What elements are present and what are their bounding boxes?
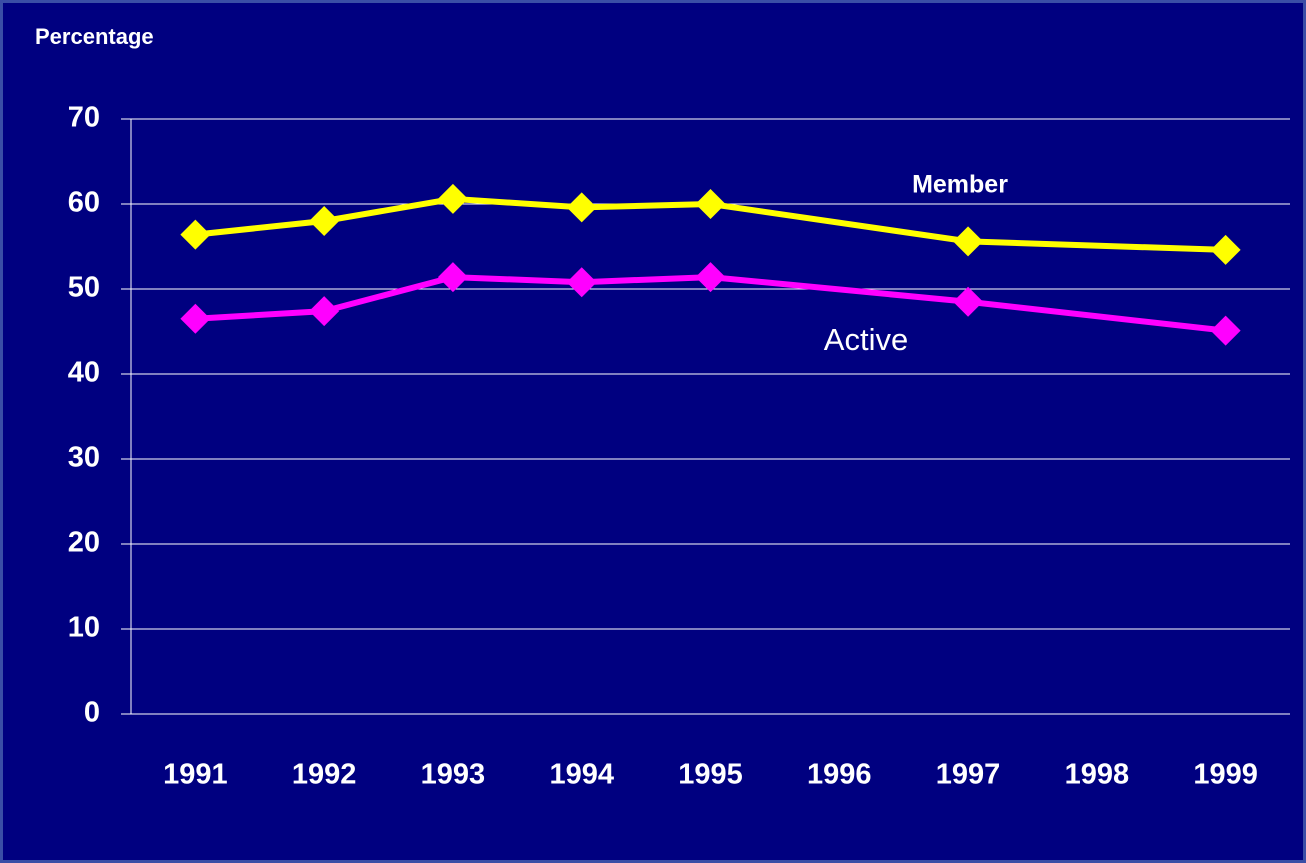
marker (695, 189, 726, 219)
y-tick-label: 60 (68, 187, 100, 219)
marker (180, 303, 211, 334)
y-tick-label: 20 (68, 527, 100, 559)
x-tick-label: 1998 (1065, 759, 1130, 791)
x-tick-label: 1995 (678, 759, 743, 791)
marker (309, 296, 340, 327)
marker (1210, 234, 1241, 265)
marker (953, 286, 984, 317)
marker (180, 219, 211, 250)
y-axis-label: Percentage (35, 24, 154, 49)
y-tick-label: 0 (84, 697, 100, 729)
x-tick-label: 1997 (936, 759, 1001, 791)
y-tick-label: 10 (68, 612, 100, 644)
x-tick-label: 1993 (421, 759, 486, 791)
x-tick-label: 1994 (549, 759, 614, 791)
x-tick-label: 1999 (1193, 759, 1258, 791)
y-tick-label: 70 (68, 102, 100, 134)
marker (566, 192, 597, 223)
marker (695, 262, 726, 293)
series-label: Member (912, 171, 1008, 199)
marker (309, 206, 340, 236)
y-tick-label: 50 (68, 272, 100, 304)
y-tick-label: 40 (68, 357, 100, 389)
series-label: Active (824, 322, 908, 357)
marker (437, 262, 468, 293)
y-tick-label: 30 (68, 442, 100, 474)
x-tick-label: 1996 (807, 759, 872, 791)
marker (1210, 315, 1241, 346)
x-tick-label: 1992 (292, 759, 357, 791)
marker (953, 226, 984, 257)
marker (566, 267, 597, 298)
marker (437, 183, 468, 214)
x-tick-label: 1991 (163, 759, 228, 791)
